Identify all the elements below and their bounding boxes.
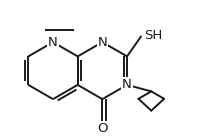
Text: N: N: [122, 78, 132, 91]
Text: N: N: [48, 36, 58, 49]
Text: SH: SH: [144, 29, 162, 42]
Text: O: O: [97, 122, 108, 135]
Text: N: N: [97, 36, 107, 49]
